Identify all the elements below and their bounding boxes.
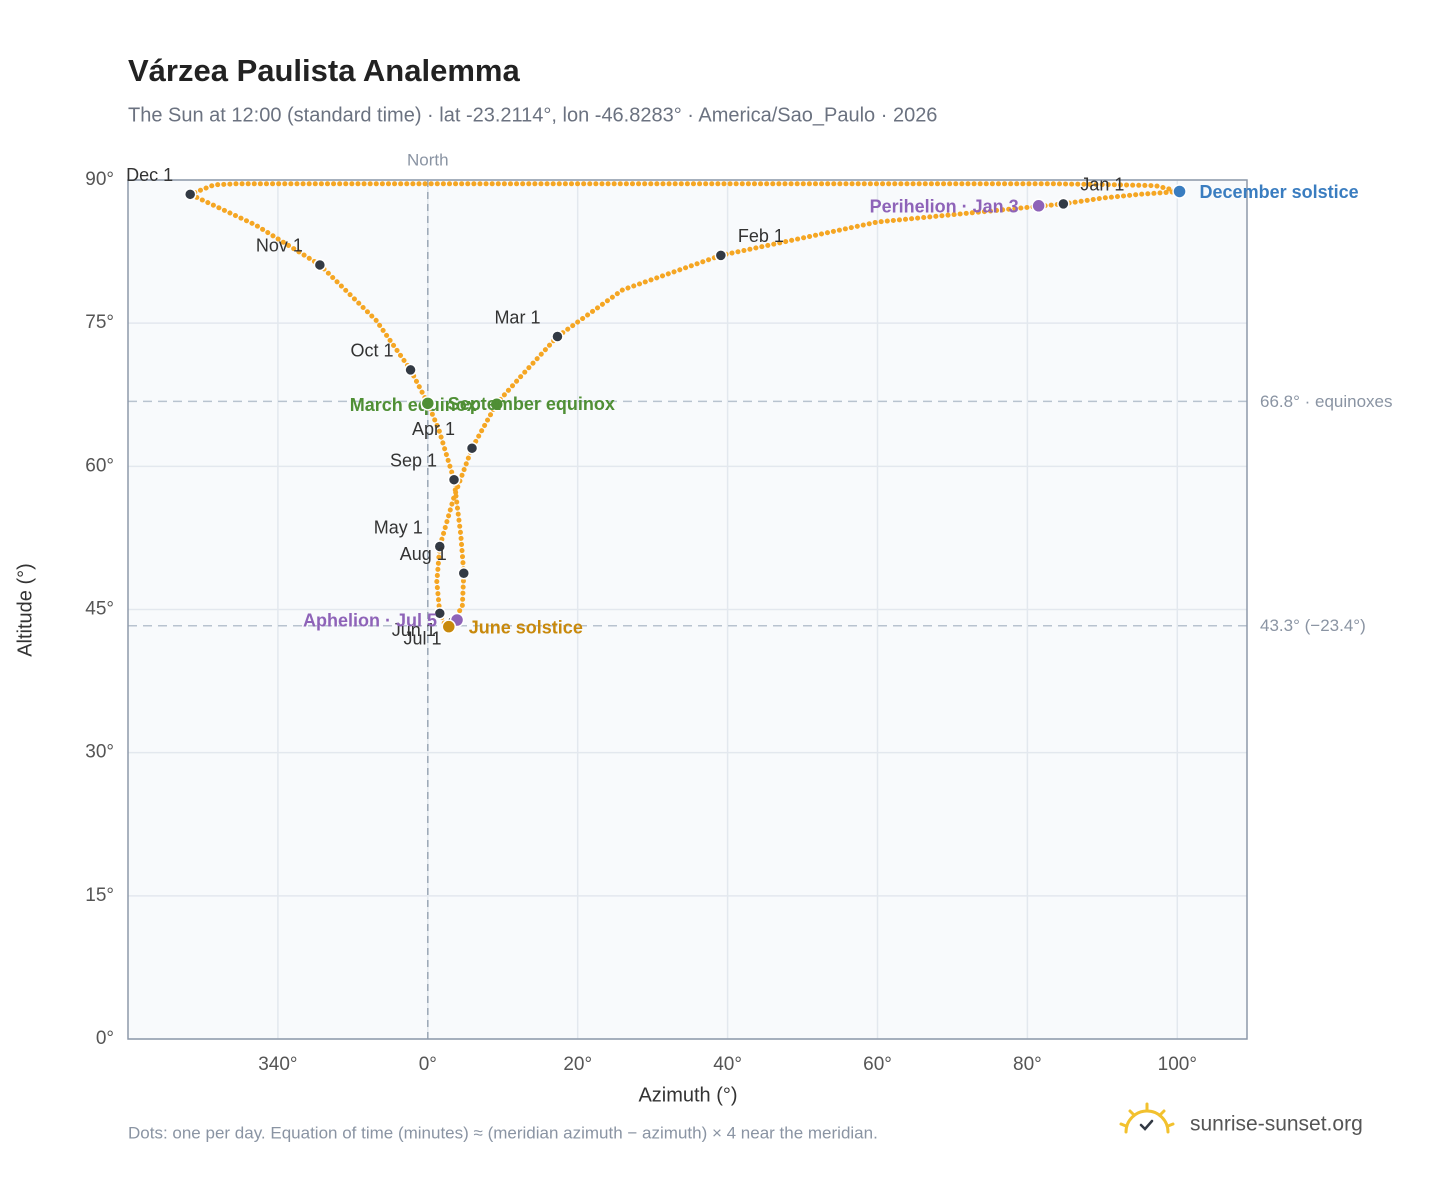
month-label: Dec 1 (126, 165, 173, 185)
month-label: Feb 1 (738, 226, 784, 246)
event-marker (441, 619, 457, 634)
x-axis-label: Azimuth (°) (638, 1084, 737, 1106)
month-label: Apr 1 (412, 419, 455, 439)
analemma-path (187, 181, 1182, 629)
y-tick-label: 60° (85, 455, 114, 476)
month-marker (551, 330, 564, 343)
y-tick-label: 90° (85, 169, 114, 190)
chart-title: Várzea Paulista Analemma (128, 53, 520, 88)
month-label: Mar 1 (494, 307, 540, 327)
month-marker (313, 258, 327, 272)
x-tick-label: 0° (419, 1054, 437, 1075)
event-marker (1172, 184, 1187, 199)
month-marker (714, 249, 728, 262)
month-label: Jan 1 (1080, 175, 1124, 195)
month-marker (465, 441, 479, 455)
month-marker (433, 607, 447, 620)
y-tick-label: 75° (85, 312, 114, 333)
x-tick-label: 100° (1158, 1054, 1197, 1075)
event-marker (420, 396, 436, 411)
y-tick-label: 30° (85, 742, 114, 763)
month-label: Nov 1 (256, 236, 303, 256)
brand-logo (1119, 1102, 1175, 1134)
month-label: Jun 1 (392, 620, 436, 640)
month-marker (457, 566, 471, 580)
month-marker (183, 188, 197, 201)
plot-border (127, 179, 1248, 1040)
y-axis-label: Altitude (°) (14, 563, 36, 657)
month-marker (447, 473, 461, 486)
month-label: Aug 1 (400, 544, 447, 564)
month-marker (433, 540, 447, 553)
y-tick-label: 0° (96, 1028, 114, 1049)
event-label: Aphelion · Jul 5 (303, 611, 437, 631)
chart-subtitle: The Sun at 12:00 (standard time) · lat -… (128, 104, 937, 126)
x-tick-label: 60° (863, 1054, 892, 1075)
event-label: September equinox (448, 394, 615, 414)
month-label: Sep 1 (390, 450, 437, 470)
reference-label: 43.3° (−23.4°) (1260, 616, 1366, 635)
event-label: March equinox (350, 395, 477, 415)
month-marker (404, 363, 417, 377)
footnote: Dots: one per day. Equation of time (min… (128, 1123, 878, 1142)
x-tick-label: 20° (563, 1054, 592, 1075)
reference-label: 66.8° · equinoxes (1260, 392, 1393, 411)
x-tick-label: 340° (258, 1054, 297, 1075)
month-label: May 1 (374, 517, 423, 537)
event-label: December solstice (1200, 182, 1359, 202)
north-label: North (407, 150, 449, 169)
event-label: Perihelion · Jan 3 (870, 197, 1019, 217)
x-tick-label: 80° (1013, 1054, 1042, 1075)
brand: sunrise-sunset.org (1190, 1113, 1363, 1136)
month-marker (1057, 197, 1070, 211)
y-tick-label: 45° (85, 599, 114, 620)
x-tick-label: 40° (713, 1054, 742, 1075)
event-label: June solstice (469, 617, 583, 637)
event-marker (1031, 198, 1046, 214)
month-label: Oct 1 (351, 341, 394, 361)
y-tick-label: 15° (85, 885, 114, 906)
event-marker (489, 397, 505, 412)
month-label: Jul 1 (404, 629, 442, 649)
